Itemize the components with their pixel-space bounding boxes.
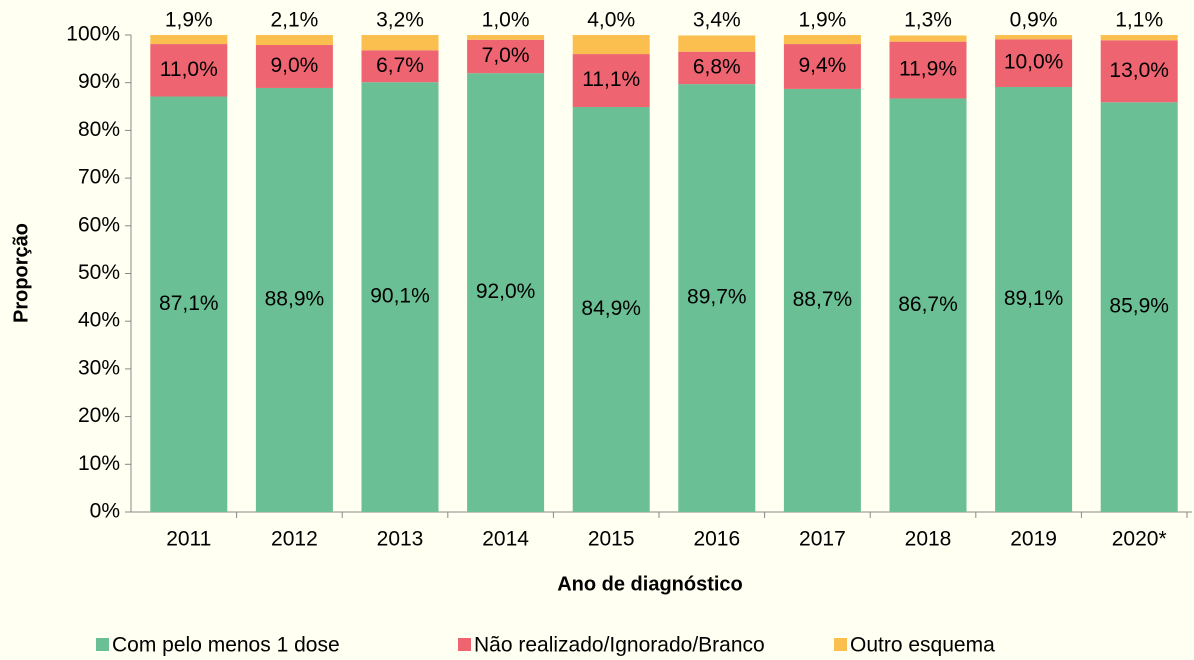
x-tick-label: 2020*: [1112, 528, 1167, 551]
data-label: 92,0%: [476, 280, 536, 303]
bar-segment: [255, 87, 333, 513]
data-label: 1,1%: [1115, 9, 1163, 32]
bar-segment: [361, 82, 439, 513]
x-tick-label: 2011: [166, 528, 211, 551]
bar-segment: [150, 35, 228, 45]
bar-segment: [361, 35, 439, 51]
bar-segment: [995, 35, 1073, 40]
bar-segment: [572, 54, 650, 108]
x-tick-label: 2017: [799, 528, 846, 551]
data-label: 87,1%: [159, 292, 219, 315]
bar-segment: [783, 35, 861, 45]
bar-segment: [572, 35, 650, 55]
bar-segment: [467, 73, 545, 512]
x-tick-label: 2014: [482, 528, 529, 551]
data-label: 11,9%: [899, 58, 957, 81]
y-tick-label: 0%: [90, 500, 120, 523]
x-tick-label: 2013: [377, 528, 424, 551]
data-label: 7,0%: [482, 44, 530, 67]
bar-segment: [467, 39, 545, 74]
y-tick-label: 40%: [78, 309, 120, 332]
data-label: 84,9%: [581, 297, 641, 320]
bar-segment: [255, 45, 333, 88]
data-label: 88,7%: [793, 288, 853, 311]
bar-segment: [1100, 35, 1178, 41]
y-tick-label: 10%: [78, 452, 120, 475]
y-axis-title: Proporção: [10, 223, 32, 323]
bar-segment: [678, 51, 756, 85]
bar-segment: [361, 50, 439, 83]
bar-segment: [889, 41, 967, 99]
bar-segment: [467, 35, 545, 40]
x-tick-label: 2018: [905, 528, 952, 551]
bar-segment: [889, 98, 967, 512]
data-label: 13,0%: [1109, 59, 1169, 82]
x-tick-label: 2012: [271, 528, 318, 551]
data-label: 6,7%: [376, 54, 424, 77]
data-label: 1,0%: [482, 9, 530, 32]
data-label: 89,7%: [687, 286, 747, 309]
data-label: 85,9%: [1109, 295, 1169, 318]
bar-segment: [150, 96, 228, 513]
bar-segment: [995, 86, 1073, 513]
bar-segment: [678, 35, 756, 52]
data-label: 88,9%: [265, 288, 325, 311]
legend-swatch: [458, 638, 471, 651]
data-label: 11,1%: [582, 68, 640, 91]
y-tick-label: 60%: [78, 213, 120, 236]
data-label: 10,0%: [1004, 51, 1064, 74]
data-label: 2,1%: [270, 9, 318, 32]
legend-label: Outro esquema: [850, 634, 995, 657]
y-tick-label: 20%: [78, 404, 120, 427]
data-label: 9,0%: [270, 54, 318, 77]
legend-swatch: [96, 638, 109, 651]
data-label: 3,2%: [376, 9, 424, 32]
bar-segment: [995, 39, 1073, 87]
data-label: 89,1%: [1004, 287, 1064, 310]
data-label: 3,4%: [693, 9, 741, 32]
legend-label: Não realizado/Ignorado/Branco: [474, 634, 765, 657]
data-label: 0,9%: [1010, 9, 1058, 32]
bar-segment: [572, 107, 650, 512]
y-tick-label: 80%: [78, 118, 120, 141]
bar-segment: [783, 44, 861, 89]
data-label: 1,9%: [798, 9, 846, 32]
y-tick-label: 70%: [78, 166, 120, 189]
x-tick-label: 2015: [588, 528, 635, 551]
bar-segment: [1100, 40, 1178, 103]
bar-segment: [255, 35, 333, 46]
x-tick-label: 2016: [693, 528, 740, 551]
y-tick-label: 30%: [78, 356, 120, 379]
legend-swatch: [834, 638, 847, 651]
data-label: 90,1%: [370, 285, 430, 308]
x-axis-title: Ano de diagnóstico: [557, 573, 743, 595]
bar-segment: [783, 88, 861, 512]
data-label: 4,0%: [587, 9, 635, 32]
data-label: 86,7%: [898, 293, 958, 316]
y-tick-label: 90%: [78, 70, 120, 93]
bar-segment: [1100, 102, 1178, 513]
bar-segment: [678, 84, 756, 513]
bar-segment: [150, 44, 228, 97]
data-label: 6,8%: [693, 55, 741, 78]
data-label: 11,0%: [160, 58, 218, 81]
y-tick-label: 50%: [78, 261, 120, 284]
x-tick-label: 2019: [1010, 528, 1057, 551]
bar-segment: [889, 35, 967, 42]
data-label: 1,9%: [165, 9, 213, 32]
data-label: 1,3%: [904, 9, 952, 32]
data-label: 9,4%: [798, 54, 846, 77]
legend-label: Com pelo menos 1 dose: [112, 634, 340, 657]
y-tick-label: 100%: [66, 23, 120, 46]
